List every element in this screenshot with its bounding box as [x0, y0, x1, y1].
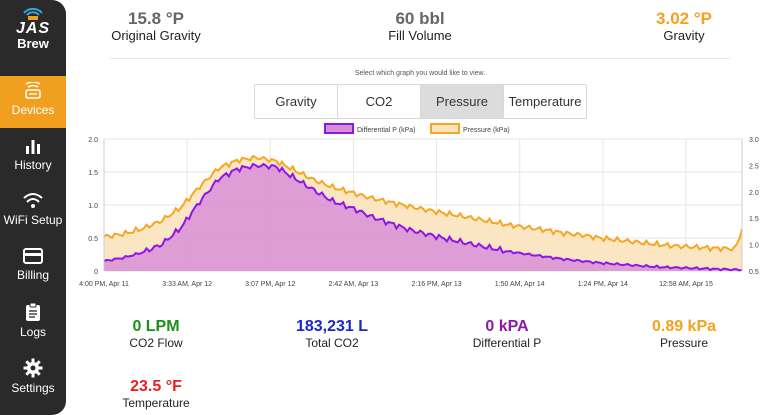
nav-settings[interactable]: Settings: [0, 352, 66, 404]
fill-volume-label: Fill Volume: [388, 28, 452, 43]
nav-wifi-setup[interactable]: WiFi Setup: [0, 186, 66, 238]
legend-swatch-pressure: [430, 123, 460, 134]
tab-pressure[interactable]: Pressure: [421, 85, 504, 118]
nav-label: Devices: [11, 103, 55, 117]
x-tick-label: 12:58 AM, Apr 15: [659, 281, 713, 288]
nav-billing[interactable]: Billing: [0, 241, 66, 293]
legend-label-differential: Differential P (kPa): [357, 127, 416, 134]
nav-label: Billing: [16, 268, 49, 282]
sidebar: JAS Brew Devices History WiFi Setup Bill…: [0, 0, 66, 415]
y-left-tick-label: 1.5: [88, 170, 98, 177]
legend-label-pressure: Pressure (kPa): [463, 127, 510, 134]
tab-temperature[interactable]: Temperature: [508, 94, 582, 109]
x-tick-label: 4:00 PM, Apr 11: [79, 281, 129, 288]
x-tick-label: 2:42 AM, Apr 13: [329, 281, 379, 288]
co2-flow-value: 0 LPM: [132, 318, 180, 335]
nav-label: Logs: [19, 325, 47, 339]
nav-devices[interactable]: Devices: [0, 76, 66, 128]
chart-svg: Differential P (kPa) Pressure (kPa) 2.0 1.5…: [79, 123, 759, 288]
fill-volume-value: 60 bbl: [395, 9, 445, 28]
pressure-label: Pressure: [659, 336, 709, 350]
y-right-tick-label: 0.5: [749, 269, 759, 276]
app-logo[interactable]: JAS Brew: [0, 6, 66, 66]
nav-logs[interactable]: Logs: [0, 296, 66, 348]
device-icon: [25, 82, 41, 99]
co2-flow-label: CO2 Flow: [129, 336, 183, 350]
total-co2-value: 183,231 L: [295, 318, 369, 335]
y-left-tick-label: 2.0: [88, 137, 98, 144]
y-right-tick-label: 1.0: [749, 243, 759, 250]
gear-icon: [23, 358, 43, 378]
pressure-chart: Differential P (kPa) Pressure (kPa) 2.0 1.5…: [0, 120, 768, 295]
clipboard-icon: [26, 302, 40, 321]
differential-area: [104, 163, 742, 271]
original-gravity-value: 15.8 °P: [128, 9, 184, 28]
nav-label: Settings: [11, 381, 55, 395]
logo-text: JAS: [15, 20, 51, 37]
bar-chart-icon: [26, 140, 40, 154]
logo-subtext: Brew: [17, 36, 49, 51]
temperature-label: Temperature: [122, 396, 190, 410]
credit-card-icon: [23, 248, 43, 264]
wifi-icon: [23, 193, 43, 208]
pressure-value: 0.89 kPa: [651, 318, 717, 335]
nav-label: History: [14, 158, 52, 172]
x-tick-label: 3:33 AM, Apr 12: [162, 281, 212, 288]
differential-series-line: [103, 162, 743, 272]
total-co2-label: Total CO2: [305, 336, 359, 350]
tab-gravity[interactable]: Gravity: [255, 85, 338, 118]
differential-p-value: 0 kPA: [485, 318, 529, 335]
temperature-value: 23.5 °F: [130, 378, 182, 395]
tab-co2[interactable]: CO2: [338, 85, 421, 118]
graph-select-hint: Select which graph you would like to vie…: [354, 70, 486, 77]
y-right-tick-label: 1.5: [749, 216, 759, 223]
y-right-tick-label: 2.5: [749, 163, 759, 170]
x-tick-label: 3:07 PM, Apr 12: [245, 281, 295, 288]
x-tick-label: 1:24 PM, Apr 14: [578, 281, 628, 288]
gravity-value: 3.02 °P: [656, 9, 712, 28]
nav-label: WiFi Setup: [3, 213, 63, 227]
y-left-tick-label: 0: [94, 269, 98, 276]
wifi-logo-icon: [23, 7, 43, 20]
nav-history[interactable]: History: [0, 131, 66, 183]
gravity-label: Gravity: [663, 28, 705, 43]
y-right-tick-label: 3.0: [749, 137, 759, 144]
graph-selector: Gravity CO2 Pressure Temperature: [254, 84, 587, 119]
original-gravity-label: Original Gravity: [111, 28, 201, 43]
header-divider: [110, 58, 730, 59]
y-left-tick-label: 1.0: [88, 203, 98, 210]
differential-p-label: Differential P: [472, 336, 542, 350]
legend-swatch-differential: [324, 123, 354, 134]
y-right-tick-label: 2.0: [749, 190, 759, 197]
x-tick-label: 1:50 AM, Apr 14: [495, 281, 545, 288]
y-left-tick-label: 0.5: [88, 236, 98, 243]
x-tick-label: 2:16 PM, Apr 13: [411, 281, 461, 288]
pressure-series-line: [103, 154, 743, 253]
